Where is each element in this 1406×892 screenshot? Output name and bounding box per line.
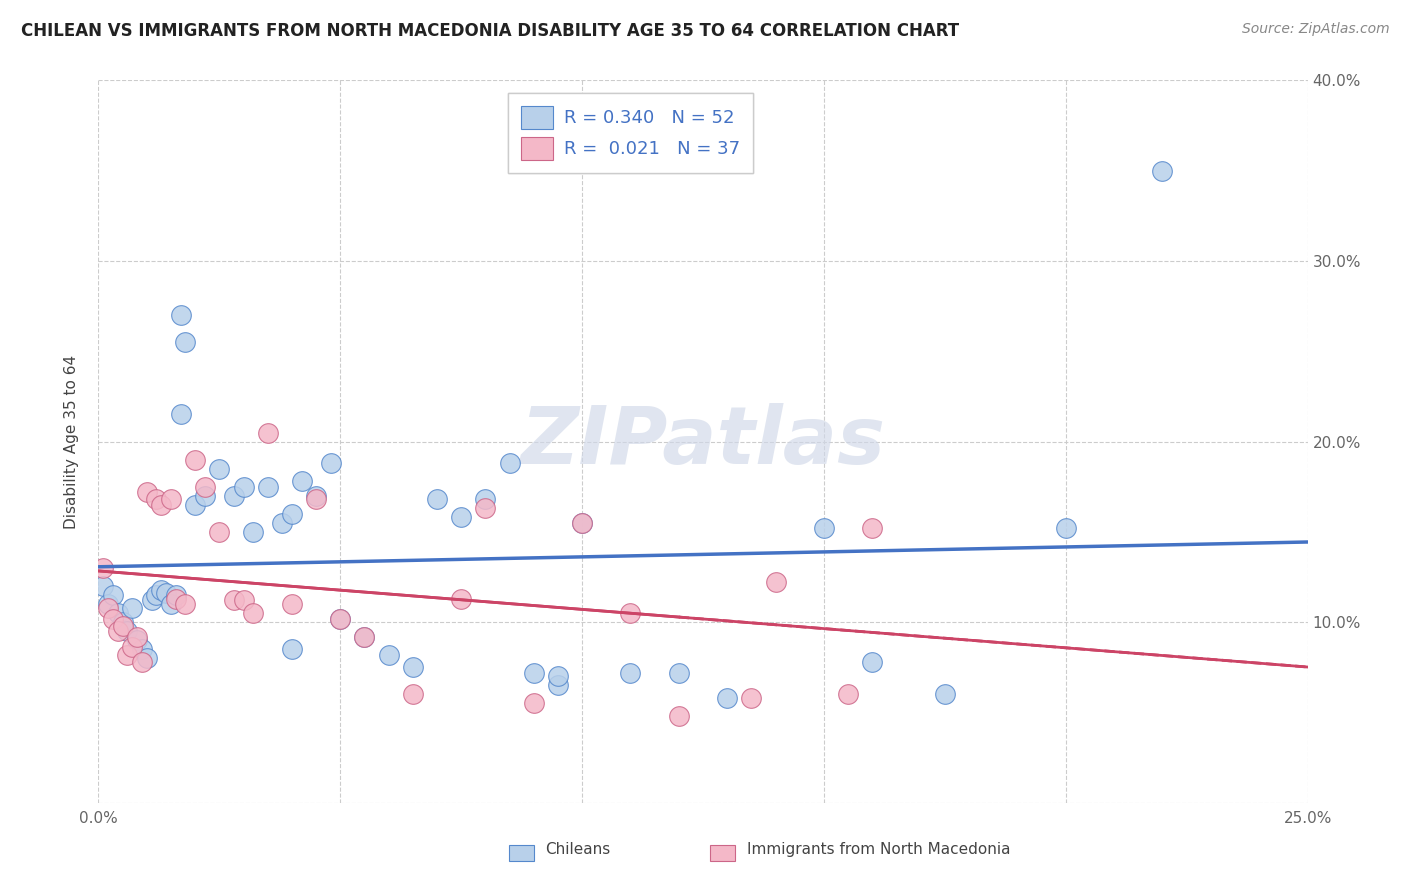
Text: Source: ZipAtlas.com: Source: ZipAtlas.com <box>1241 22 1389 37</box>
Point <box>160 597 183 611</box>
Point <box>91 579 114 593</box>
Point <box>450 510 472 524</box>
Point <box>426 492 449 507</box>
Point <box>281 597 304 611</box>
Point <box>232 480 254 494</box>
Point <box>1152 163 1174 178</box>
Point <box>571 516 593 530</box>
Point <box>184 498 207 512</box>
Point <box>402 687 425 701</box>
Point <box>1054 521 1077 535</box>
Point <box>474 492 496 507</box>
Point <box>184 452 207 467</box>
Point <box>571 516 593 530</box>
Point <box>135 485 157 500</box>
Point <box>169 408 191 422</box>
Y-axis label: Disability Age 35 to 64: Disability Age 35 to 64 <box>65 354 79 529</box>
Point <box>111 615 134 630</box>
Point <box>474 501 496 516</box>
Point <box>107 606 129 620</box>
Point <box>91 561 114 575</box>
Point <box>765 575 787 590</box>
Point <box>837 687 859 701</box>
Point <box>547 669 569 683</box>
Legend: R = 0.340   N = 52, R =  0.021   N = 37: R = 0.340 N = 52, R = 0.021 N = 37 <box>508 93 752 173</box>
Point <box>498 456 520 470</box>
Point <box>523 665 546 680</box>
Point <box>242 606 264 620</box>
Point <box>165 588 187 602</box>
Text: ZIPatlas: ZIPatlas <box>520 402 886 481</box>
Point <box>117 624 139 639</box>
Point <box>97 597 120 611</box>
Point <box>150 498 173 512</box>
Point <box>127 630 149 644</box>
Point <box>256 425 278 440</box>
Point <box>860 521 883 535</box>
Point <box>117 648 139 662</box>
Point <box>222 593 245 607</box>
Point <box>329 611 352 625</box>
Point <box>281 642 304 657</box>
Point <box>208 524 231 539</box>
Point <box>101 588 124 602</box>
Point <box>107 624 129 639</box>
Point <box>523 697 546 711</box>
Point <box>174 597 197 611</box>
Point <box>934 687 956 701</box>
Point <box>242 524 264 539</box>
Point <box>155 586 177 600</box>
Point <box>141 593 163 607</box>
Point <box>256 480 278 494</box>
Point <box>329 611 352 625</box>
Point <box>165 591 187 606</box>
Point <box>860 655 883 669</box>
Point <box>813 521 835 535</box>
Point <box>668 665 690 680</box>
Point <box>353 630 375 644</box>
Point <box>619 665 641 680</box>
Point <box>305 492 328 507</box>
Point <box>222 489 245 503</box>
Point <box>619 606 641 620</box>
Point <box>111 619 134 633</box>
Point <box>145 588 167 602</box>
Point <box>97 600 120 615</box>
Point <box>150 582 173 597</box>
Point <box>174 335 197 350</box>
Point <box>305 489 328 503</box>
Point <box>290 475 312 489</box>
Point <box>402 660 425 674</box>
Point <box>281 507 304 521</box>
Point <box>160 492 183 507</box>
Point <box>208 461 231 475</box>
Text: Immigrants from North Macedonia: Immigrants from North Macedonia <box>747 842 1010 856</box>
Text: Chileans: Chileans <box>546 842 610 856</box>
Point <box>668 709 690 723</box>
Point <box>194 489 217 503</box>
Point <box>740 691 762 706</box>
Point <box>131 655 153 669</box>
Point <box>121 640 143 655</box>
Point <box>377 648 399 662</box>
Point <box>232 593 254 607</box>
Point <box>319 456 342 470</box>
Point <box>121 600 143 615</box>
Point <box>127 633 149 648</box>
Point <box>450 591 472 606</box>
Point <box>194 480 217 494</box>
Point <box>271 516 294 530</box>
Point <box>547 678 569 692</box>
Point <box>169 308 191 322</box>
Point <box>135 651 157 665</box>
Point <box>145 492 167 507</box>
Point <box>716 691 738 706</box>
Point <box>101 611 124 625</box>
Text: CHILEAN VS IMMIGRANTS FROM NORTH MACEDONIA DISABILITY AGE 35 TO 64 CORRELATION C: CHILEAN VS IMMIGRANTS FROM NORTH MACEDON… <box>21 22 959 40</box>
Point <box>353 630 375 644</box>
Point <box>131 642 153 657</box>
